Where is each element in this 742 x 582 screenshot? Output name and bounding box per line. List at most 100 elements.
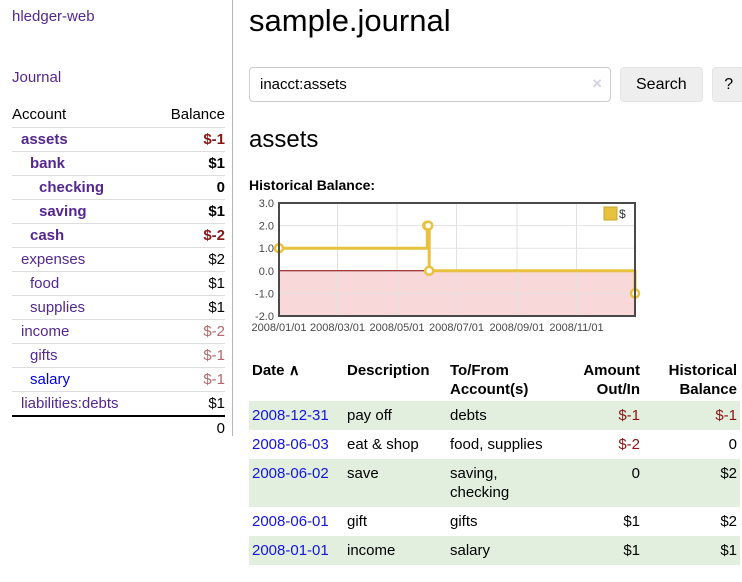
transaction-accounts: salary — [450, 542, 491, 559]
transaction-row: 2008-06-02 save saving, checking 0 $2 — [249, 459, 740, 507]
col-amount: Amount Out/In — [583, 362, 640, 398]
transaction-accounts: saving, checking — [450, 465, 510, 501]
brand-link[interactable]: hledger-web — [12, 8, 95, 25]
transaction-description: pay off — [347, 407, 392, 424]
transaction-amount: 0 — [631, 465, 640, 482]
account-row: checking 0 — [12, 175, 225, 200]
svg-text:-2.0: -2.0 — [255, 311, 274, 323]
account-row: expenses $2 — [12, 247, 225, 272]
svg-text:2.0: 2.0 — [259, 221, 274, 233]
transaction-date-link[interactable]: 2008-06-01 — [252, 513, 329, 530]
nav-journal-link[interactable]: Journal — [12, 69, 62, 86]
account-link[interactable]: liabilities:debts — [21, 395, 119, 412]
transaction-accounts: food, supplies — [450, 436, 543, 453]
sort-ascending-icon: ∧ — [288, 362, 300, 379]
search-box: × — [249, 67, 611, 102]
svg-text:-1.0: -1.0 — [255, 288, 274, 300]
account-link[interactable]: food — [30, 275, 60, 292]
main-content: sample.journal × Search ? assets Histori… — [233, 0, 742, 565]
page: hledger-web Journal Account Balance asse… — [0, 0, 742, 565]
accounts-header-balance: Balance — [170, 106, 225, 123]
transaction-date-link[interactable]: 2008-06-03 — [252, 436, 329, 453]
account-balance: $1 — [208, 203, 225, 220]
account-link[interactable]: income — [21, 323, 70, 340]
transaction-date-link[interactable]: 2008-01-01 — [252, 542, 329, 559]
col-date[interactable]: Date ∧ — [249, 359, 344, 401]
account-balance: $1 — [208, 155, 225, 172]
account-link[interactable]: gifts — [30, 347, 58, 364]
account-balance: 0 — [216, 179, 225, 196]
svg-text:0.0: 0.0 — [259, 266, 274, 278]
account-link[interactable]: assets — [21, 131, 68, 148]
account-row: supplies $1 — [12, 295, 225, 320]
account-balance: $2 — [208, 251, 225, 268]
svg-text:2008/09/01: 2008/09/01 — [489, 322, 544, 334]
svg-text:2008/05/01: 2008/05/01 — [369, 322, 424, 334]
transaction-balance: $2 — [720, 513, 737, 530]
account-link[interactable]: checking — [39, 179, 105, 196]
transaction-row: 2008-06-03 eat & shop food, supplies $-2… — [249, 430, 740, 459]
svg-text:2008/03/01: 2008/03/01 — [310, 322, 365, 334]
transaction-accounts: gifts — [450, 513, 478, 530]
transaction-amount: $-2 — [618, 436, 640, 453]
svg-text:2008/01/01: 2008/01/01 — [251, 322, 306, 334]
transaction-balance: $2 — [720, 465, 737, 482]
col-date-label: Date — [252, 362, 285, 379]
transaction-row: 2008-12-31 pay off debts $-1 $-1 — [249, 401, 740, 430]
account-balance: $1 — [208, 299, 225, 316]
transaction-description: eat & shop — [347, 436, 419, 453]
search-button[interactable]: Search — [620, 67, 703, 102]
col-balance: Historical Balance — [668, 362, 737, 398]
register-header-row: Date ∧ Description To/From Account(s) Am… — [249, 359, 740, 401]
account-balance: $-1 — [203, 131, 225, 148]
svg-text:$: $ — [619, 207, 626, 221]
help-button[interactable]: ? — [711, 67, 742, 102]
account-link[interactable]: supplies — [30, 299, 86, 316]
account-row: cash $-2 — [12, 223, 225, 248]
account-link[interactable]: salary — [30, 371, 71, 388]
svg-text:3.0: 3.0 — [259, 198, 274, 210]
clear-search-icon[interactable]: × — [592, 74, 602, 93]
transaction-row: 2008-06-01 gift gifts $1 $2 — [249, 507, 740, 536]
transaction-description: income — [347, 542, 396, 559]
account-row: saving $1 — [12, 199, 225, 224]
transaction-accounts: debts — [450, 407, 487, 424]
accounts-total-row: 0 — [12, 416, 225, 440]
transaction-balance: 0 — [728, 436, 737, 453]
account-link[interactable]: cash — [30, 227, 65, 244]
account-row: salary $-1 — [12, 367, 225, 392]
transaction-description: save — [347, 465, 379, 482]
account-balance: $-1 — [203, 347, 225, 364]
svg-text:1.0: 1.0 — [259, 243, 274, 255]
transaction-amount: $-1 — [618, 407, 640, 424]
account-balance: $-1 — [203, 371, 225, 388]
svg-text:2008/07/01: 2008/07/01 — [429, 322, 484, 334]
col-description: Description — [347, 362, 430, 379]
sidebar: hledger-web Journal Account Balance asse… — [0, 0, 233, 437]
accounts-table: Account Balance assets $-1 bank $1 — [12, 103, 225, 440]
account-row: income $-2 — [12, 319, 225, 344]
account-row: liabilities:debts $1 — [12, 391, 225, 417]
account-row: gifts $-1 — [12, 343, 225, 368]
transaction-description: gift — [347, 513, 368, 530]
account-link[interactable]: bank — [30, 155, 66, 172]
sidebar-nav: Journal — [12, 69, 225, 86]
transaction-row: 2008-01-01 income salary $1 $1 — [249, 536, 740, 565]
transaction-amount: $1 — [623, 542, 640, 559]
search-input[interactable] — [249, 67, 611, 102]
transaction-date-link[interactable]: 2008-12-31 — [252, 407, 329, 424]
chart-heading: Historical Balance: — [249, 177, 376, 193]
transaction-date-link[interactable]: 2008-06-02 — [252, 465, 329, 482]
account-row: assets $-1 — [12, 127, 225, 152]
svg-text:2008/11/01: 2008/11/01 — [549, 322, 603, 334]
accounts-total-spacer — [12, 416, 153, 440]
page-title: sample.journal — [249, 3, 451, 38]
transaction-balance: $1 — [720, 542, 737, 559]
register-table: Date ∧ Description To/From Account(s) Am… — [249, 359, 740, 565]
account-link[interactable]: saving — [39, 203, 87, 220]
historical-balance-chart: 3.0 2.0 1.0 0.0 -1.0 -2.0 2008/01/01 2008/03/01… — [249, 197, 742, 343]
account-link[interactable]: expenses — [21, 251, 86, 268]
account-balance: $1 — [208, 395, 225, 412]
search-form: × Search ? — [249, 67, 742, 102]
